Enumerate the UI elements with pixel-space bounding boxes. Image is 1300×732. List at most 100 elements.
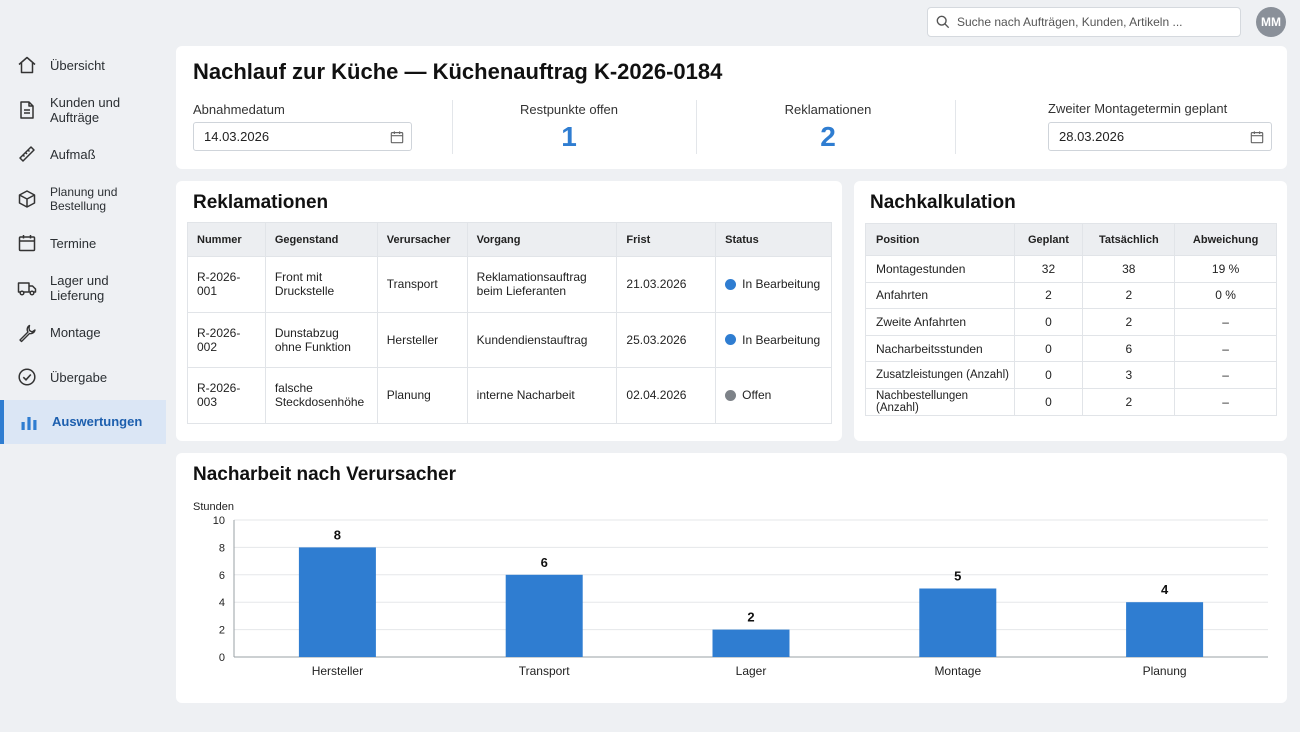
tatsaechlich-cell: 3 [1082,361,1176,389]
calendar-icon[interactable] [1250,130,1264,144]
x-tick-label: Montage [934,664,981,678]
restpunkte-kpi: Restpunkte offen 1 [469,102,669,153]
truck-icon [17,282,37,296]
sidebar-item-aufmass[interactable]: Aufmaß [0,132,166,176]
column-header[interactable]: Frist [616,222,717,257]
restpunkte-label: Restpunkte offen [519,102,619,117]
data-label: 5 [954,569,961,584]
reklamationen-card: Reklamationen Nummer Gegenstand Verursac… [176,181,842,441]
montage-date-value: 28.03.2026 [1059,129,1125,144]
nacharbeit-bar-chart: Stunden 0 2 4 6 8 10 8 Hersteller 6 Transport 2 Lage… [193,501,1268,678]
avatar[interactable]: MM [1256,7,1286,37]
vorgang-line: beim Lieferanten [476,284,567,299]
restpunkte-value: 1 [561,121,577,152]
data-label: 6 [541,555,548,570]
table-row[interactable]: Nacharbeitsstunden 0 6– [865,334,1277,363]
montage-label: Zweiter Montagetermin geplant [1048,101,1228,116]
position-cell: Zweite Anfahrten [865,308,1015,336]
data-label: 4 [1161,582,1169,597]
gegenstand-line: Dunstabzug [274,325,339,340]
reklamationen-label: Reklamationen [784,102,872,117]
frist-cell: 25.03.2026 [616,311,717,368]
geplant-cell: 0 [1013,308,1084,336]
geplant-cell: 0 [1013,361,1084,389]
divider [452,100,453,154]
table-row[interactable]: Montagestunden 32 38 19 % [865,255,1277,283]
nachkalkulation-title: Nachkalkulation [870,192,1016,213]
column-header[interactable]: Nummer [187,222,266,257]
vorgang-line: Reklamationsauftrag [476,270,587,285]
wrench-icon [19,324,36,342]
position-cell: Nachbestellungen (Anzahl) [865,387,1015,416]
data-label: 2 [747,610,754,625]
table-row[interactable]: Zusatzleistungen (Anzahl) 0 3– [865,361,1277,389]
status-dot [725,278,737,290]
sidebar-item-label: Montage [50,325,101,341]
nachkalkulation-table: Position Geplant Tatsächlich Abweichung … [865,223,1277,416]
y-tick-label: 0 [219,652,225,664]
check-circle-icon [18,368,36,386]
tatsaechlich-cell: 38 [1082,255,1176,283]
tatsaechlich-cell: 2 [1082,281,1176,310]
geplant-cell: 2 [1013,281,1084,310]
search-bar[interactable] [927,7,1241,37]
sidebar-item-montage[interactable]: Montage [0,311,166,355]
table-row[interactable]: Anfahrten 2 2 0 % [865,281,1277,310]
column-header[interactable]: Gegenstand [264,222,378,257]
gegenstand-line: Druckstelle [274,284,335,299]
tatsaechlich-cell: 2 [1082,387,1176,416]
nummer-cell: R-2026-001 [187,256,266,313]
table-row[interactable]: R-2026-001 Front mit Druckstelle Transpor… [187,256,832,313]
search-icon [936,15,950,29]
order-header-card: Nachlauf zur Küche — Küchenauftrag K-202… [176,46,1287,169]
search-input[interactable] [957,15,1227,29]
table-header-row: Nummer Gegenstand Verursacher Vorgang Fr… [187,222,832,257]
gegenstand-line: Steckdosenhöhe [274,395,365,410]
vorgang-cell: interne Nacharbeit [466,367,618,424]
verursacher-cell: Transport [376,256,468,313]
column-header[interactable]: Vorgang [466,222,618,257]
nummer-cell: R-2026-002 [187,311,266,368]
chart-title: Nacharbeit nach Verursacher [193,464,456,485]
sidebar-item-uebersicht[interactable]: Übersicht [0,43,166,87]
nummer-cell: R-2026-003 [187,367,266,424]
column-header[interactable]: Status [715,222,832,257]
column-header[interactable]: Abweichung [1174,223,1277,256]
reklamationen-table: Nummer Gegenstand Verursacher Vorgang Fr… [187,222,832,424]
sidebar-item-uebergabe[interactable]: Übergabe [0,355,166,399]
sidebar-item-auswertungen[interactable]: Auswertungen [0,399,166,444]
data-label: 8 [334,527,341,542]
status-label: In Bearbeitung [742,277,821,292]
position-cell: Nacharbeitsstunden [865,334,1015,363]
column-header[interactable]: Tatsächlich [1082,223,1176,256]
column-header[interactable]: Geplant [1013,223,1084,256]
tatsaechlich-cell: 6 [1082,334,1176,363]
montage-date-field[interactable]: 28.03.2026 [1048,122,1272,151]
sidebar-item-kunden[interactable]: Kunden und Aufträge [0,88,166,132]
sidebar-item-label: Aufmaß [50,146,96,162]
status-dot [725,389,737,401]
nacharbeit-chart-card: Nacharbeit nach Verursacher Stunden 0 2 4 6 8… [176,453,1287,703]
abnahme-date-field[interactable]: 14.03.2026 [193,122,412,151]
position-cell: Zusatzleistungen (Anzahl) [865,361,1015,389]
column-header[interactable]: Verursacher [376,222,468,257]
sidebar-item-label: Übersicht [50,57,105,73]
status-label: In Bearbeitung [742,332,821,347]
abweichung-cell: – [1174,308,1277,336]
gegenstand-cell: falsche Steckdosenhöhe [264,367,378,424]
table-row[interactable]: Zweite Anfahrten 0 2– [865,308,1277,336]
sidebar-item-planung[interactable]: Planung und Bestellung [0,177,166,221]
table-row[interactable]: Nachbestellungen (Anzahl) 0 2– [865,387,1277,416]
table-row[interactable]: R-2026-002 Dunstabzug ohne Funktion Herst… [187,311,832,368]
abweichung-cell: – [1174,387,1277,416]
sidebar-item-termine[interactable]: Termine [0,221,166,265]
vorgang-cell: Kundendienstauftrag [466,311,618,368]
table-row[interactable]: R-2026-003 falsche Steckdosenhöhe Planung… [187,367,832,424]
reklamationen-kpi: Reklamationen 2 [728,102,928,153]
geplant-cell: 0 [1013,387,1084,416]
column-header[interactable]: Position [865,223,1015,256]
gegenstand-line: falsche [274,381,313,396]
calendar-icon[interactable] [390,130,404,144]
sidebar-item-lager[interactable]: Lager und Lieferung [0,266,166,310]
x-tick-label: Transport [519,664,571,678]
